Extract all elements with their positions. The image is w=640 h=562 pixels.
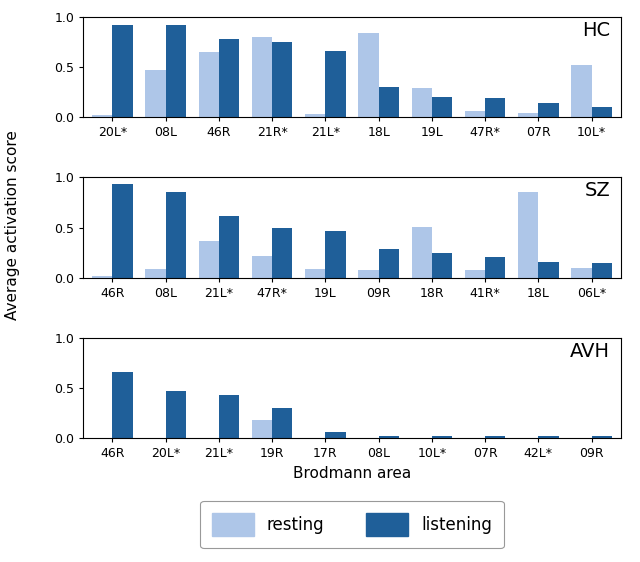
Bar [465, 111, 485, 117]
Bar [412, 88, 432, 117]
Bar [252, 37, 272, 117]
Bar [518, 192, 538, 278]
Bar [252, 256, 272, 278]
Bar [591, 263, 612, 278]
Bar [432, 97, 452, 117]
Text: AVH: AVH [570, 342, 610, 361]
Bar [166, 25, 186, 117]
Bar [518, 113, 538, 117]
Bar [465, 270, 485, 278]
Bar [272, 228, 292, 278]
Bar [379, 436, 399, 438]
Bar [379, 248, 399, 278]
Bar [198, 241, 219, 278]
Bar [538, 436, 559, 438]
Bar [432, 253, 452, 278]
Bar [379, 87, 399, 117]
Text: SZ: SZ [584, 182, 610, 201]
Bar [358, 270, 379, 278]
Bar [412, 226, 432, 278]
Bar [325, 230, 346, 278]
Bar [432, 436, 452, 438]
Bar [325, 432, 346, 438]
Text: HC: HC [582, 21, 610, 40]
Bar [272, 408, 292, 438]
Bar [113, 25, 132, 117]
Bar [166, 391, 186, 438]
Bar [325, 51, 346, 117]
Text: Average activation score: Average activation score [5, 130, 20, 320]
Bar [145, 70, 166, 117]
Bar [305, 114, 325, 117]
Bar [485, 436, 506, 438]
Bar [485, 98, 506, 117]
Bar [92, 276, 113, 278]
Bar [485, 257, 506, 278]
Bar [113, 184, 132, 278]
Bar [358, 33, 379, 117]
Bar [591, 436, 612, 438]
Bar [538, 103, 559, 117]
Bar [92, 115, 113, 117]
Legend: resting, listening: resting, listening [200, 501, 504, 548]
Bar [572, 268, 591, 278]
Bar [113, 372, 132, 438]
Bar [591, 107, 612, 117]
Bar [305, 269, 325, 278]
Bar [252, 420, 272, 438]
Bar [219, 39, 239, 117]
Bar [145, 269, 166, 278]
Bar [219, 395, 239, 438]
Bar [219, 216, 239, 278]
Bar [572, 65, 591, 117]
Bar [166, 192, 186, 278]
Bar [538, 262, 559, 278]
Bar [198, 52, 219, 117]
X-axis label: Brodmann area: Brodmann area [293, 466, 411, 481]
Bar [272, 42, 292, 117]
